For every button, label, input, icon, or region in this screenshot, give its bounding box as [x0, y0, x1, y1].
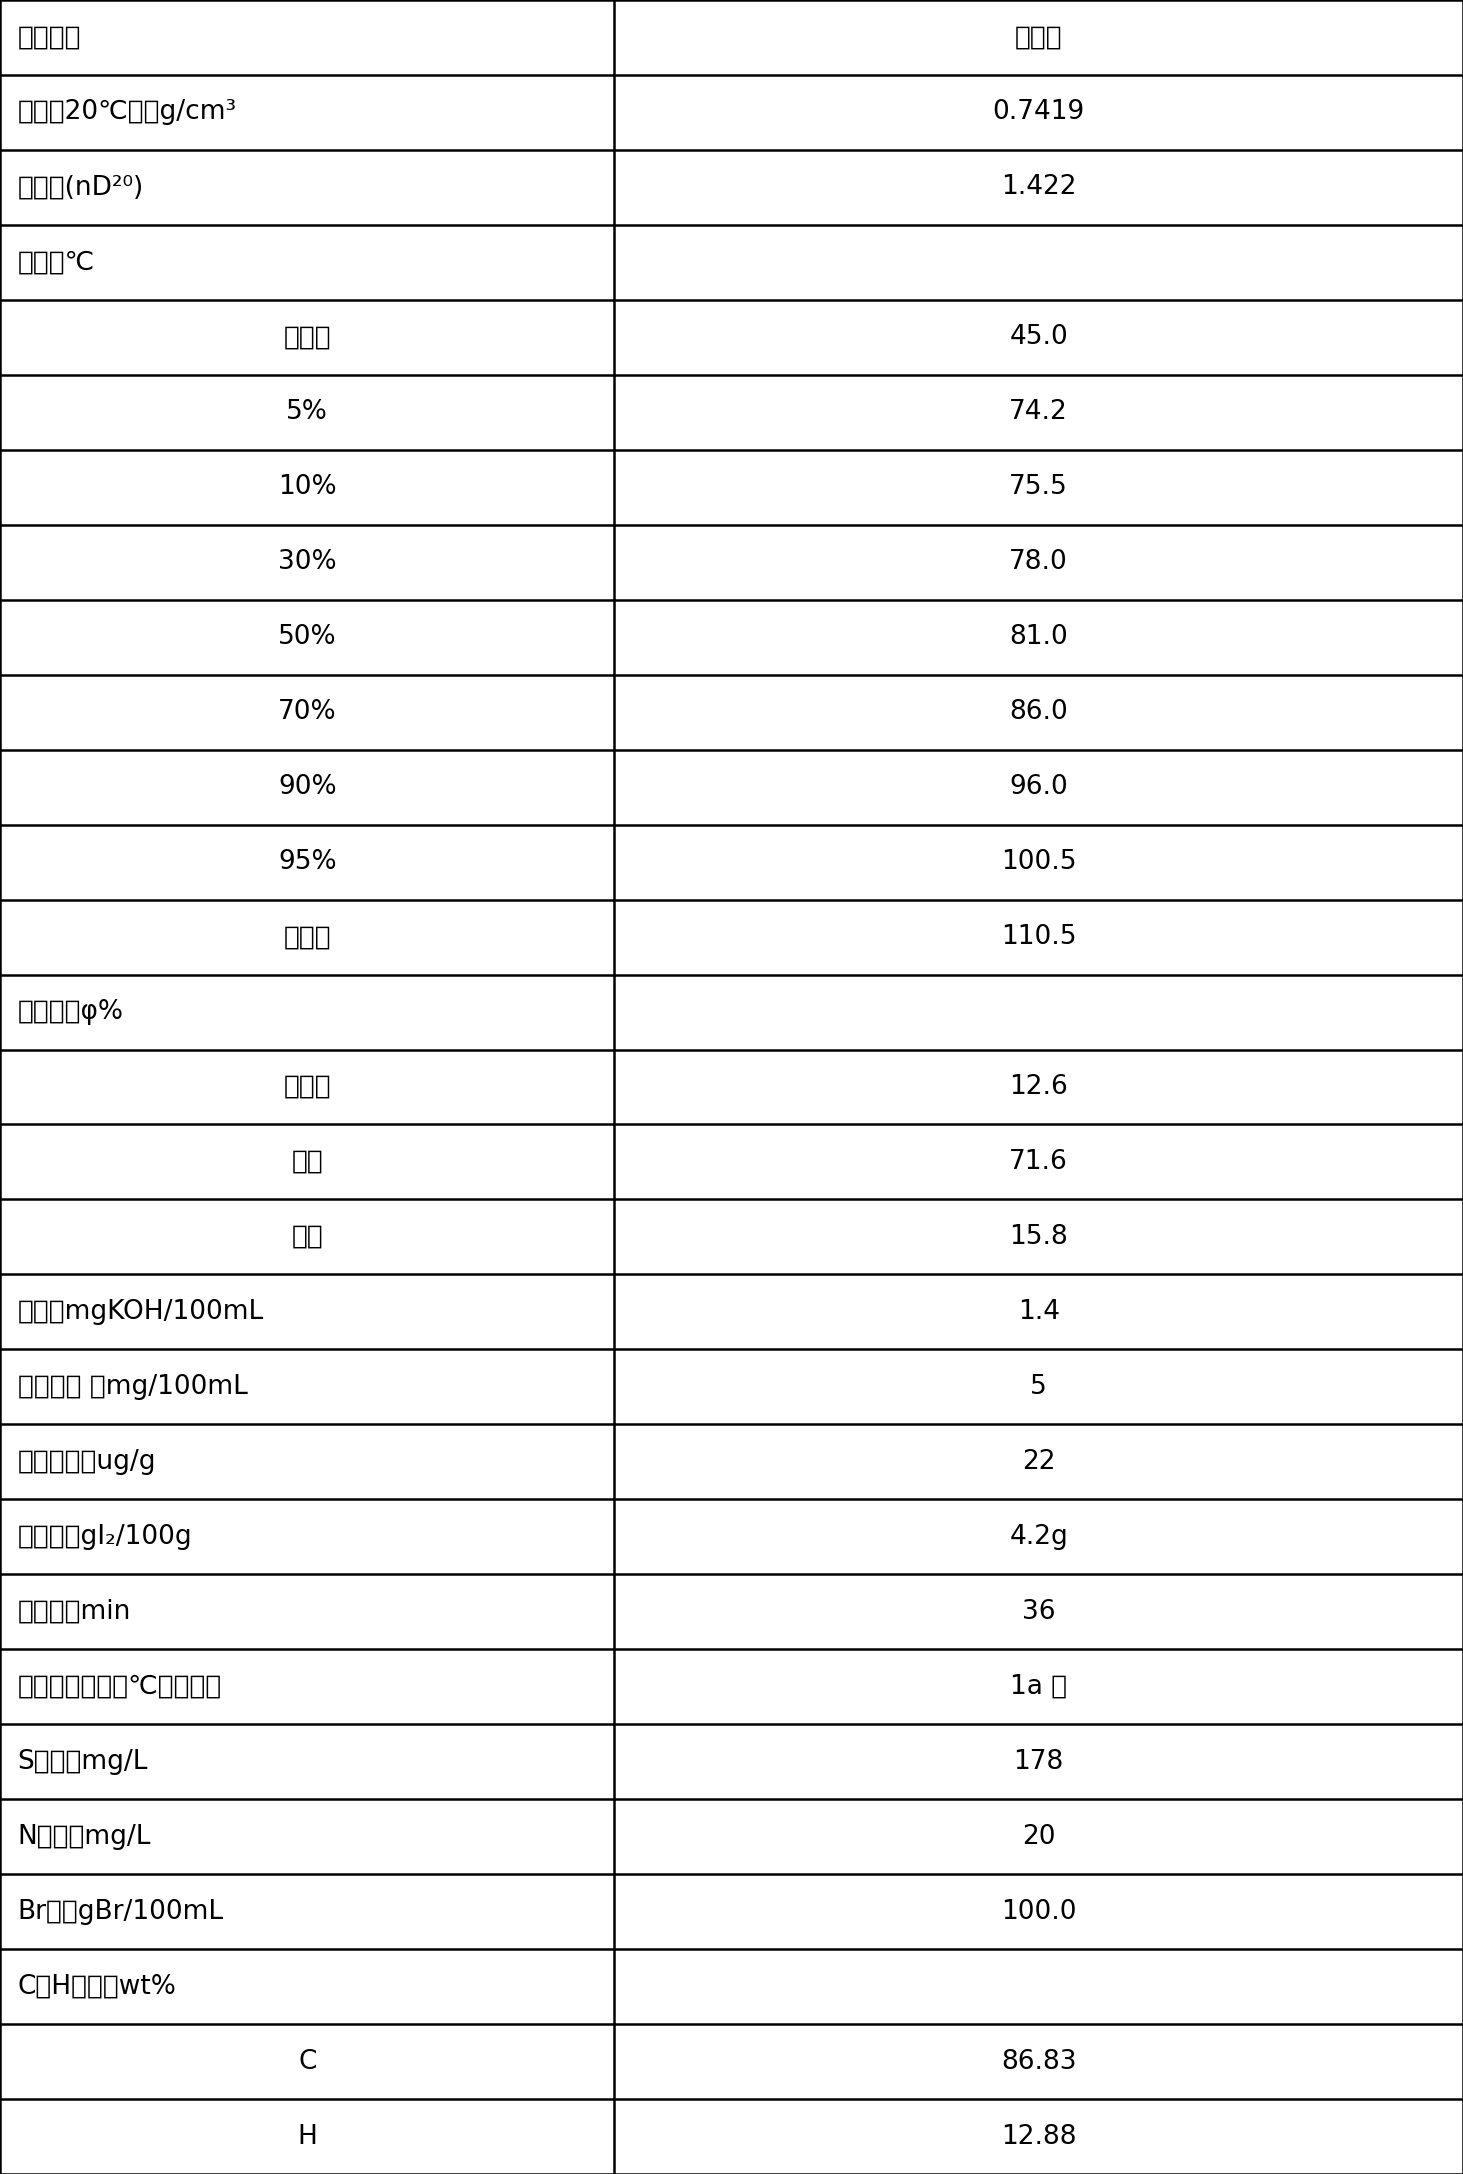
Text: 86.0: 86.0 — [1009, 700, 1068, 726]
Text: 酸度，mgKOH/100mL: 酸度，mgKOH/100mL — [18, 1298, 263, 1324]
Text: 初馏点: 初馏点 — [284, 324, 331, 350]
Text: C、H含量，wt%: C、H含量，wt% — [18, 1974, 177, 2000]
Text: 45.0: 45.0 — [1009, 324, 1068, 350]
Text: 密度（20℃），g/cm³: 密度（20℃），g/cm³ — [18, 100, 237, 126]
Text: 5%: 5% — [287, 400, 328, 426]
Text: 10%: 10% — [278, 474, 336, 500]
Text: 芳烃: 芳烃 — [291, 1224, 323, 1250]
Text: 馏程，℃: 馏程，℃ — [18, 250, 95, 276]
Text: 12.88: 12.88 — [1001, 2124, 1077, 2150]
Text: 1a 级: 1a 级 — [1009, 1674, 1068, 1700]
Text: 1.422: 1.422 — [1001, 174, 1077, 200]
Text: 轻汽油: 轻汽油 — [1015, 24, 1062, 50]
Text: 50%: 50% — [278, 624, 336, 650]
Text: 81.0: 81.0 — [1009, 624, 1068, 650]
Text: 硫醇性硫，ug/g: 硫醇性硫，ug/g — [18, 1448, 157, 1474]
Text: 4.2g: 4.2g — [1009, 1524, 1068, 1550]
Text: 86.83: 86.83 — [1001, 2048, 1077, 2074]
Text: 终馏点: 终馏点 — [284, 924, 331, 950]
Text: S含量，mg/L: S含量，mg/L — [18, 1748, 148, 1774]
Text: 铜片腐蚀（５０℃，３ｈ）: 铜片腐蚀（５０℃，３ｈ） — [18, 1674, 222, 1700]
Text: 95%: 95% — [278, 850, 336, 876]
Text: 90%: 90% — [278, 774, 336, 800]
Text: Br价，gBr/100mL: Br价，gBr/100mL — [18, 1898, 224, 1924]
Text: 15.8: 15.8 — [1009, 1224, 1068, 1250]
Text: 0.7419: 0.7419 — [992, 100, 1086, 126]
Text: 实际胶质 ，mg/100mL: 实际胶质 ，mg/100mL — [18, 1374, 247, 1400]
Text: C: C — [298, 2048, 316, 2074]
Text: 96.0: 96.0 — [1009, 774, 1068, 800]
Text: 诱导期，min: 诱导期，min — [18, 1598, 130, 1624]
Text: 烯烃: 烯烃 — [291, 1150, 323, 1174]
Text: 36: 36 — [1023, 1598, 1055, 1624]
Text: 5: 5 — [1030, 1374, 1048, 1400]
Text: 78.0: 78.0 — [1009, 550, 1068, 576]
Text: 100.0: 100.0 — [1001, 1898, 1077, 1924]
Text: N含量，mg/L: N含量，mg/L — [18, 1824, 151, 1850]
Text: 75.5: 75.5 — [1009, 474, 1068, 500]
Text: 折光，(nD²⁰): 折光，(nD²⁰) — [18, 174, 143, 200]
Text: 71.6: 71.6 — [1009, 1150, 1068, 1174]
Text: 饱和烃: 饱和烃 — [284, 1074, 331, 1100]
Text: 20: 20 — [1023, 1824, 1055, 1850]
Text: 轻烃原料: 轻烃原料 — [18, 24, 80, 50]
Text: 二烯值，gI₂/100g: 二烯值，gI₂/100g — [18, 1524, 192, 1550]
Text: 22: 22 — [1023, 1448, 1055, 1474]
Text: 100.5: 100.5 — [1001, 850, 1077, 876]
Text: 74.2: 74.2 — [1009, 400, 1068, 426]
Text: H: H — [297, 2124, 317, 2150]
Text: 12.6: 12.6 — [1009, 1074, 1068, 1100]
Text: 110.5: 110.5 — [1001, 924, 1077, 950]
Text: 30%: 30% — [278, 550, 336, 576]
Text: 1.4: 1.4 — [1018, 1298, 1059, 1324]
Text: 70%: 70% — [278, 700, 336, 726]
Text: 族组成，φ%: 族组成，φ% — [18, 1000, 123, 1024]
Text: 178: 178 — [1014, 1748, 1064, 1774]
